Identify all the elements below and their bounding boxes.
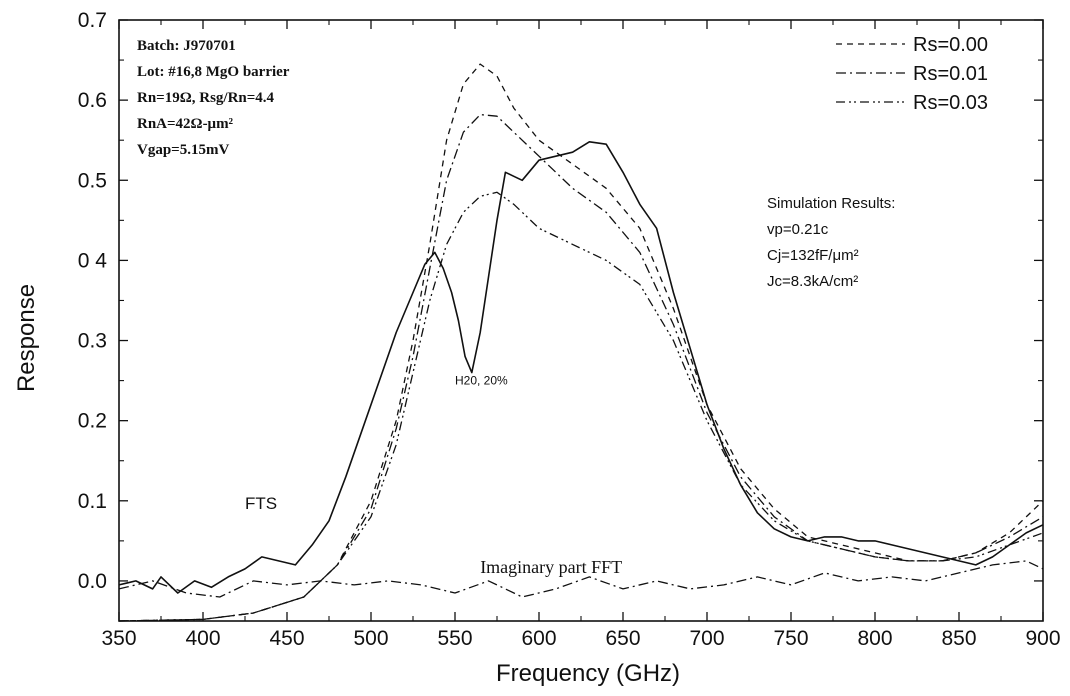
sim-vp: vp=0.21c <box>767 221 829 238</box>
axis-ticks: 350 400 450 500 550 600 650 700 750 800 850 900 0.0 0… <box>78 9 1061 650</box>
x-tick-label: 500 <box>353 627 388 650</box>
y-tick-label: 0.5 <box>78 169 107 192</box>
x-tick-label: 400 <box>185 627 220 650</box>
x-tick-label: 350 <box>101 627 136 650</box>
series-line-rs-0-01 <box>118 113 1044 622</box>
y-tick-label: 0 4 <box>78 249 108 272</box>
x-tick-label: 650 <box>605 627 640 650</box>
annotation-imaginary-part-fft: Imaginary part FFT <box>480 557 622 577</box>
simulation-results: Simulation Results: vp=0.21c Cj=132fF/μm… <box>767 195 895 290</box>
x-axis-title: Frequency (GHz) <box>496 660 680 687</box>
info-box: Batch: J970701 Lot: #16,8 MgO barrier Rn… <box>137 38 290 158</box>
legend-label-rs-0-00: Rs=0.00 <box>913 34 988 56</box>
y-tick-label: 0.7 <box>78 9 107 32</box>
info-line-rna: RnA=42Ω-μm² <box>137 116 234 132</box>
annotations: FTS H20, 20% Imaginary part FFT <box>245 374 622 577</box>
x-tick-label: 550 <box>437 627 472 650</box>
series-line-rs-0-00 <box>118 63 1044 622</box>
info-line-vgap: Vgap=5.15mV <box>137 142 229 158</box>
x-tick-label: 450 <box>269 627 304 650</box>
x-tick-label: 750 <box>773 627 808 650</box>
sim-title: Simulation Results: <box>767 195 895 212</box>
y-tick-label: 0.3 <box>78 330 107 353</box>
annotation-h20-20: H20, 20% <box>455 374 508 388</box>
y-tick-label: 0.1 <box>78 490 107 513</box>
series-line-imaginary-part-fft <box>118 560 1044 598</box>
x-tick-label: 850 <box>941 627 976 650</box>
legend-label-rs-0-03: Rs=0.03 <box>913 92 988 114</box>
plot-frame <box>118 19 1044 622</box>
x-tick-label: 900 <box>1025 627 1060 650</box>
y-tick-label: 0.6 <box>78 89 107 112</box>
y-tick-label: 0.2 <box>78 410 107 433</box>
series-layer <box>118 63 1044 622</box>
x-tick-label: 700 <box>689 627 724 650</box>
x-tick-label: 800 <box>857 627 892 650</box>
info-line-batch: Batch: J970701 <box>137 38 236 54</box>
annotation-fts: FTS <box>245 494 277 513</box>
info-line-lot: Lot: #16,8 MgO barrier <box>137 64 290 80</box>
series-line-fts <box>118 141 1044 594</box>
info-line-rn: Rn=19Ω, Rsg/Rn=4.4 <box>137 90 275 106</box>
sim-cj: Cj=132fF/μm² <box>767 247 859 264</box>
legend-label-rs-0-01: Rs=0.01 <box>913 63 988 85</box>
legend: Rs=0.00 Rs=0.01 Rs=0.03 <box>836 34 988 114</box>
y-axis-title: Response <box>13 284 40 392</box>
series-line-rs-0-03 <box>118 191 1044 622</box>
sim-jc: Jc=8.3kA/cm² <box>767 273 858 290</box>
y-tick-label: 0.0 <box>78 570 107 593</box>
x-tick-label: 600 <box>521 627 556 650</box>
